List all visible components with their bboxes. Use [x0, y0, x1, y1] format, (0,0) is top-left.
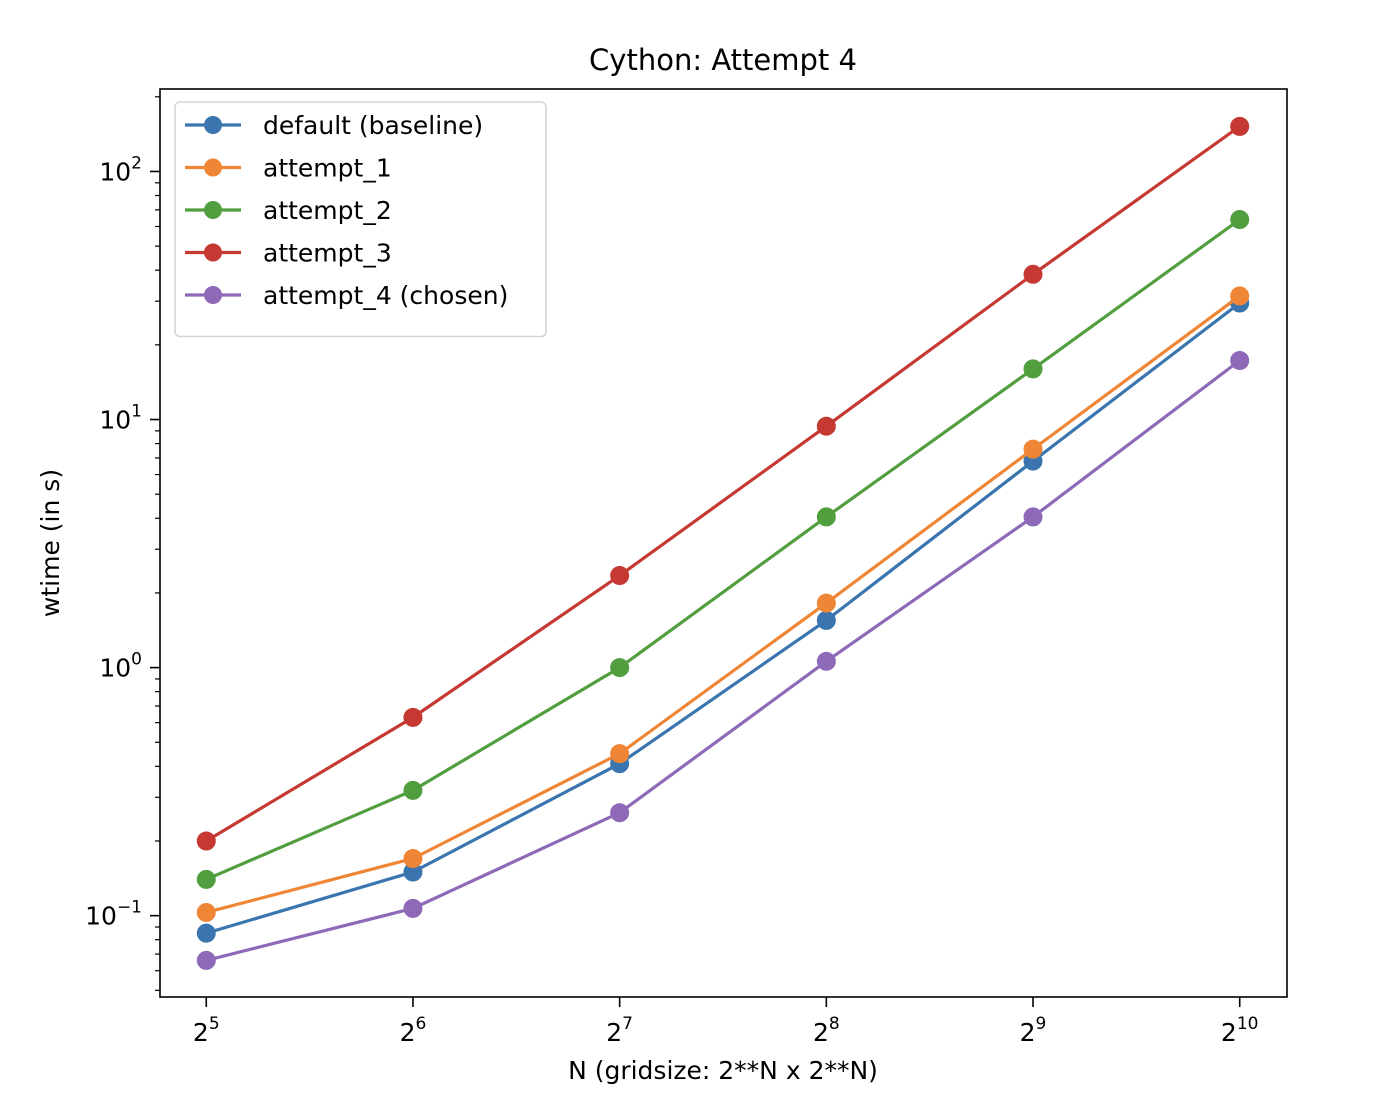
data-point: [1230, 350, 1250, 370]
series-2: [196, 286, 1250, 922]
legend-label: attempt_1: [263, 154, 392, 183]
x-tick-base: 2: [400, 1018, 416, 1047]
x-tick-exponent: 7: [622, 1014, 633, 1034]
y-tick-base: 10: [99, 654, 131, 683]
plot-area: [196, 116, 1250, 970]
legend-entry: attempt_3: [185, 239, 392, 268]
y-tick-label: 102: [99, 153, 142, 186]
data-point: [1023, 264, 1043, 284]
data-point: [610, 658, 630, 678]
x-tick-base: 2: [193, 1018, 209, 1047]
data-point: [1230, 210, 1250, 230]
series-line: [204, 217, 1242, 882]
data-point: [816, 416, 836, 436]
x-tick-exponent: 5: [209, 1014, 220, 1034]
x-axis-label: N (gridsize: 2**N x 2**N): [568, 1056, 878, 1085]
data-point: [196, 950, 216, 970]
legend-label: attempt_4 (chosen): [263, 281, 508, 310]
x-tick-base: 2: [813, 1018, 829, 1047]
y-tick-label: 10−1: [85, 898, 142, 931]
data-point: [196, 831, 216, 851]
data-point: [1230, 116, 1250, 136]
y-tick-label: 100: [99, 650, 142, 683]
y-tick-label: 101: [99, 402, 142, 435]
legend: default (baseline) attempt_1 attempt_2atte…: [174, 101, 547, 338]
x-tick-exponent: 6: [416, 1014, 427, 1034]
data-point: [816, 651, 836, 671]
y-tick-base: 10: [99, 406, 131, 435]
data-point: [403, 780, 423, 800]
x-tick-exponent: 8: [829, 1014, 840, 1034]
data-point: [403, 898, 423, 918]
data-point: [816, 507, 836, 527]
y-tick-exponent: 2: [131, 153, 142, 173]
legend-swatch-marker: [204, 116, 222, 134]
legend-label: attempt_3: [263, 239, 392, 268]
data-point: [1230, 286, 1250, 306]
x-tick-exponent: 10: [1237, 1014, 1259, 1034]
x-tick-exponent: 9: [1036, 1014, 1047, 1034]
data-point: [196, 869, 216, 889]
x-tick-label: 25: [193, 1014, 220, 1047]
x-tick-label: 27: [606, 1014, 633, 1047]
data-point: [816, 593, 836, 613]
data-point: [1023, 507, 1043, 527]
x-tick-base: 2: [1020, 1018, 1036, 1047]
data-point: [610, 803, 630, 823]
data-point: [403, 848, 423, 868]
legend-entry: default (baseline): [185, 111, 483, 140]
x-tick-label: 26: [400, 1014, 427, 1047]
data-point: [816, 610, 836, 630]
x-tick-base: 2: [606, 1018, 622, 1047]
legend-label: attempt_2: [263, 196, 392, 225]
y-tick-exponent: −1: [117, 898, 142, 918]
data-point: [196, 923, 216, 943]
legend-entry: attempt_4 (chosen): [185, 281, 508, 310]
y-tick-base: 10: [85, 902, 117, 931]
x-tick-label: 28: [813, 1014, 840, 1047]
series-4: [196, 116, 1250, 851]
y-axis-label: wtime (in s): [36, 469, 65, 617]
x-tick-base: 2: [1221, 1018, 1237, 1047]
series-line: [204, 358, 1242, 963]
data-point: [403, 707, 423, 727]
legend-label: default (baseline): [263, 111, 483, 140]
data-point: [610, 744, 630, 764]
y-tick-exponent: 1: [131, 402, 142, 422]
series-5: [196, 350, 1250, 970]
legend-swatch-marker: [204, 201, 222, 219]
legend-swatch-marker: [204, 286, 222, 304]
legend-frame: [174, 101, 547, 338]
x-tick-label: 29: [1020, 1014, 1047, 1047]
chart-title: Cython: Attempt 4: [589, 43, 857, 77]
data-point: [196, 902, 216, 922]
legend-swatch-marker: [204, 158, 222, 177]
series-3: [196, 210, 1250, 889]
series-line: [204, 293, 1242, 915]
data-point: [1023, 359, 1043, 379]
legend-entry: attempt_1: [185, 154, 392, 183]
data-point: [610, 566, 630, 586]
series-line: [204, 300, 1242, 936]
y-tick-base: 10: [99, 157, 131, 186]
legend-entry: attempt_2: [185, 196, 392, 225]
series-line: [204, 124, 1242, 844]
data-point: [1023, 439, 1043, 459]
x-tick-label: 210: [1221, 1014, 1259, 1047]
legend-swatch-marker: [204, 243, 222, 262]
y-tick-exponent: 0: [131, 650, 142, 670]
axes-frame: [159, 88, 1288, 998]
